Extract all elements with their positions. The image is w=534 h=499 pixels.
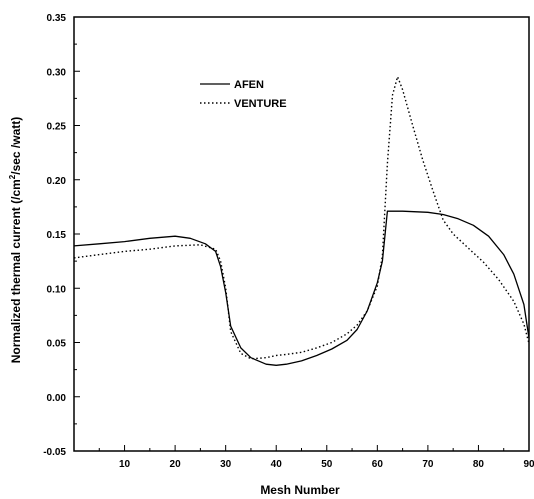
x-axis-label: Mesh Number [260,483,340,497]
plot-frame [73,16,530,452]
y-tick-label: 0.00 [47,393,67,404]
y-tick-label: 0.05 [47,339,67,350]
plot-frame-group [73,16,530,452]
series-line-venture [73,76,530,360]
y-axis-label: Normalized thermal current (/cm2/sec /wa… [8,117,23,364]
series-line-afen [73,210,530,366]
y-tick-label: 0.30 [47,67,67,78]
y-tick-label: 0.35 [47,13,67,24]
x-tick-label: 90 [523,459,534,470]
y-tick-label: 0.15 [47,230,67,241]
y-tick-label: -0.05 [43,447,66,458]
ticks-group: 10 20 30 40 50 60 70 80 90 -0.05 0.00 0.05 0.10 0.15 0… [43,13,534,470]
y-axis-label-sup: 2 [8,174,17,179]
y-tick-label: 0.10 [47,284,67,295]
x-tick-label: 20 [170,459,182,470]
x-tick-label: 50 [321,459,333,470]
y-tick-label: 0.20 [47,176,67,187]
x-tick-label: 10 [119,459,131,470]
x-tick-label: 60 [372,459,384,470]
legend-label-venture: VENTURE [234,98,287,110]
y-axis-label-rest: /sec /watt) [9,117,23,175]
legend-label-afen: AFEN [234,79,264,91]
x-tick-label: 30 [220,459,232,470]
x-tick-label: 70 [422,459,434,470]
series-group [73,76,530,366]
x-tick-label: 40 [271,459,283,470]
legend: AFEN VENTURE [200,79,287,110]
x-tick-label: 80 [473,459,485,470]
y-tick-label: 0.25 [47,122,67,133]
y-axis-label-main: Normalized thermal current (/cm [9,179,23,363]
